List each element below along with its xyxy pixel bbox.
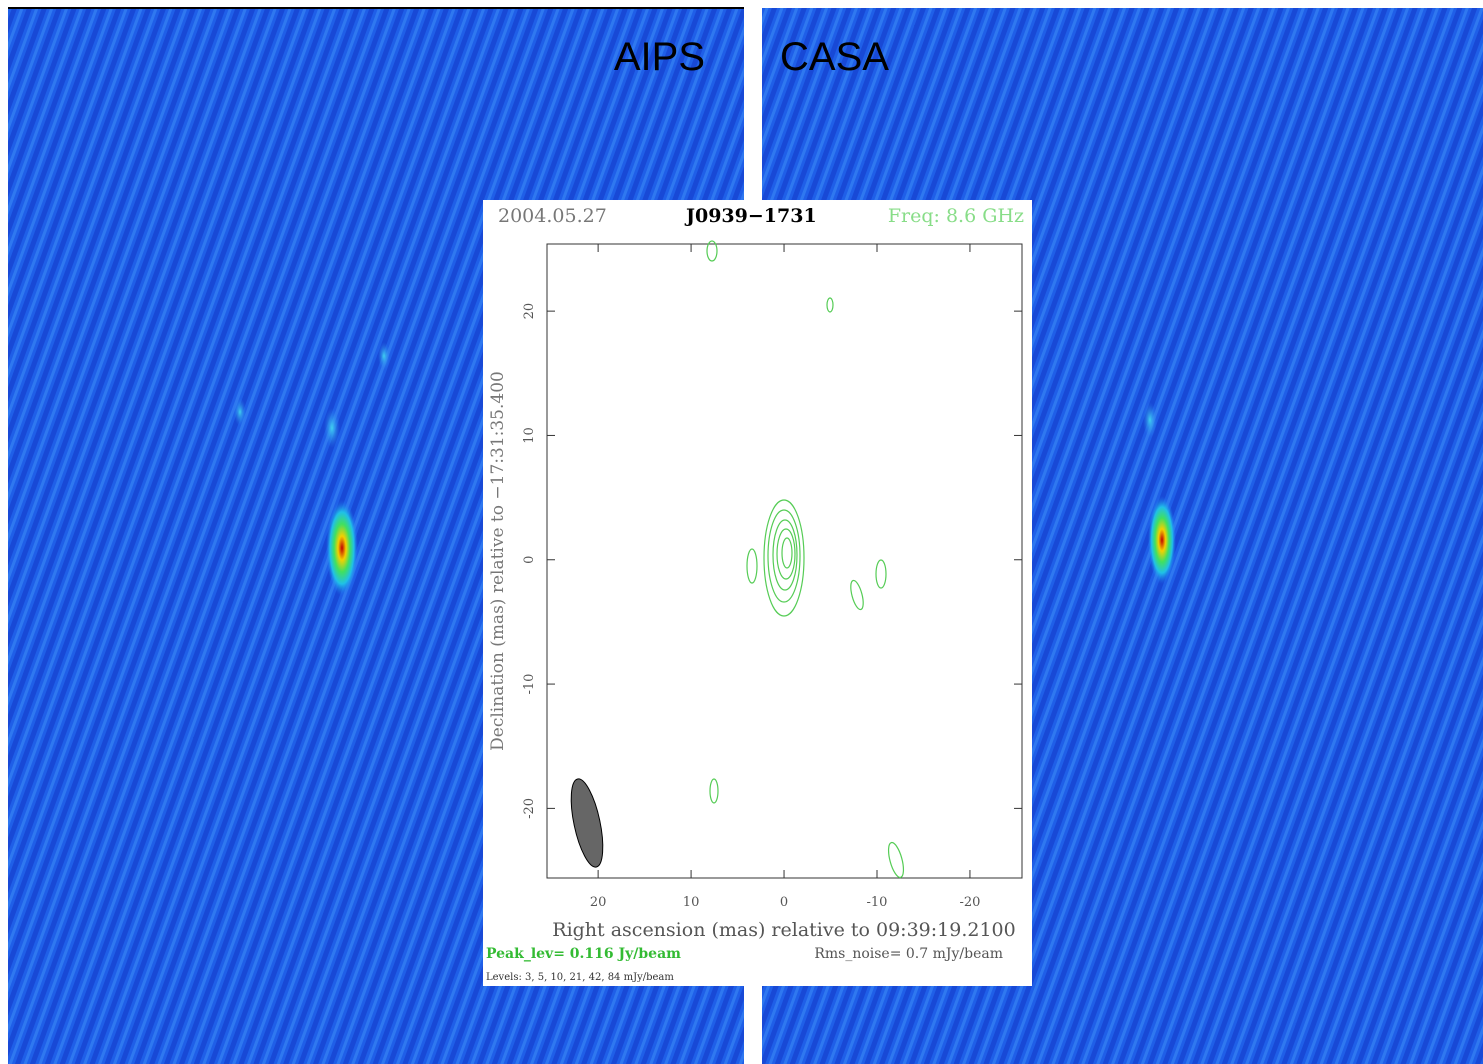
panel-label: AIPS (614, 35, 705, 79)
beam (570, 778, 604, 868)
frequency: Freq: 8.6 GHz (888, 205, 1024, 227)
date: 2004.05.27 (498, 205, 607, 227)
y-tick-label: -20 (522, 798, 537, 819)
y-tick-label: 10 (522, 427, 537, 444)
x-axis-label: Right ascension (mas) relative to 09:39:… (552, 919, 1015, 941)
source-name: J0939−1731 (684, 205, 817, 227)
x-tick-label: -20 (959, 895, 980, 910)
x-tick-label: 0 (780, 895, 788, 910)
contours (706, 240, 905, 879)
panel-label: CASA (780, 35, 889, 79)
x-tick-label: 10 (683, 895, 700, 910)
y-tick-label: 20 (522, 303, 537, 320)
peak-level: Peak_lev= 0.116 Jy/beam (486, 946, 681, 962)
levels: Levels: 3, 5, 10, 21, 42, 84 mJy/beam (486, 972, 674, 983)
contour-plot (483, 200, 1032, 986)
source-blob (326, 500, 358, 596)
source-blob (1148, 496, 1176, 584)
y-tick-label: -10 (522, 674, 537, 695)
y-axis-label: Declination (mas) relative to −17:31:35.… (488, 371, 508, 751)
x-tick-label: 20 (590, 895, 607, 910)
x-tick-label: -10 (867, 895, 888, 910)
rms-noise: Rms_noise= 0.7 mJy/beam (814, 946, 1003, 962)
y-tick-label: 0 (522, 556, 537, 564)
